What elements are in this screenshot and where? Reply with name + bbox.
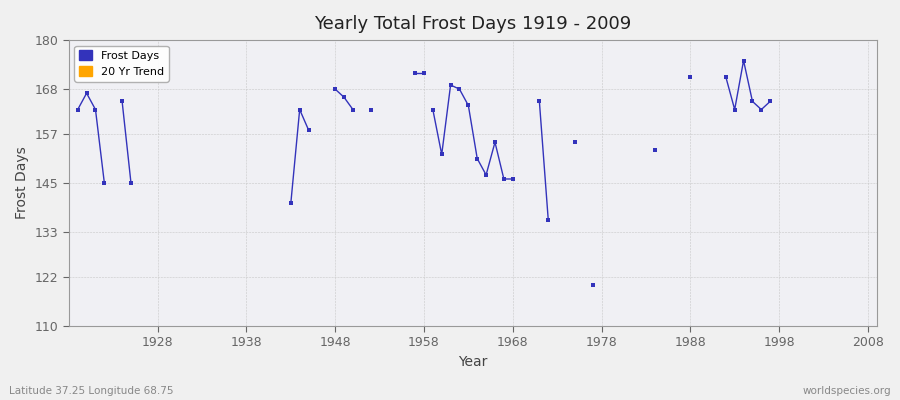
- Frost Days: [99, 181, 110, 186]
- Text: Latitude 37.25 Longitude 68.75: Latitude 37.25 Longitude 68.75: [9, 386, 174, 396]
- Legend: Frost Days, 20 Yr Trend: Frost Days, 20 Yr Trend: [75, 46, 168, 82]
- Y-axis label: Frost Days: Frost Days: [15, 147, 29, 220]
- X-axis label: Year: Year: [458, 355, 488, 369]
- Title: Yearly Total Frost Days 1919 - 2009: Yearly Total Frost Days 1919 - 2009: [314, 15, 632, 33]
- Frost Days: [90, 107, 101, 112]
- Frost Days: [81, 91, 92, 96]
- Line: Frost Days: Frost Days: [76, 92, 106, 185]
- Frost Days: [72, 107, 83, 112]
- Text: worldspecies.org: worldspecies.org: [803, 386, 891, 396]
